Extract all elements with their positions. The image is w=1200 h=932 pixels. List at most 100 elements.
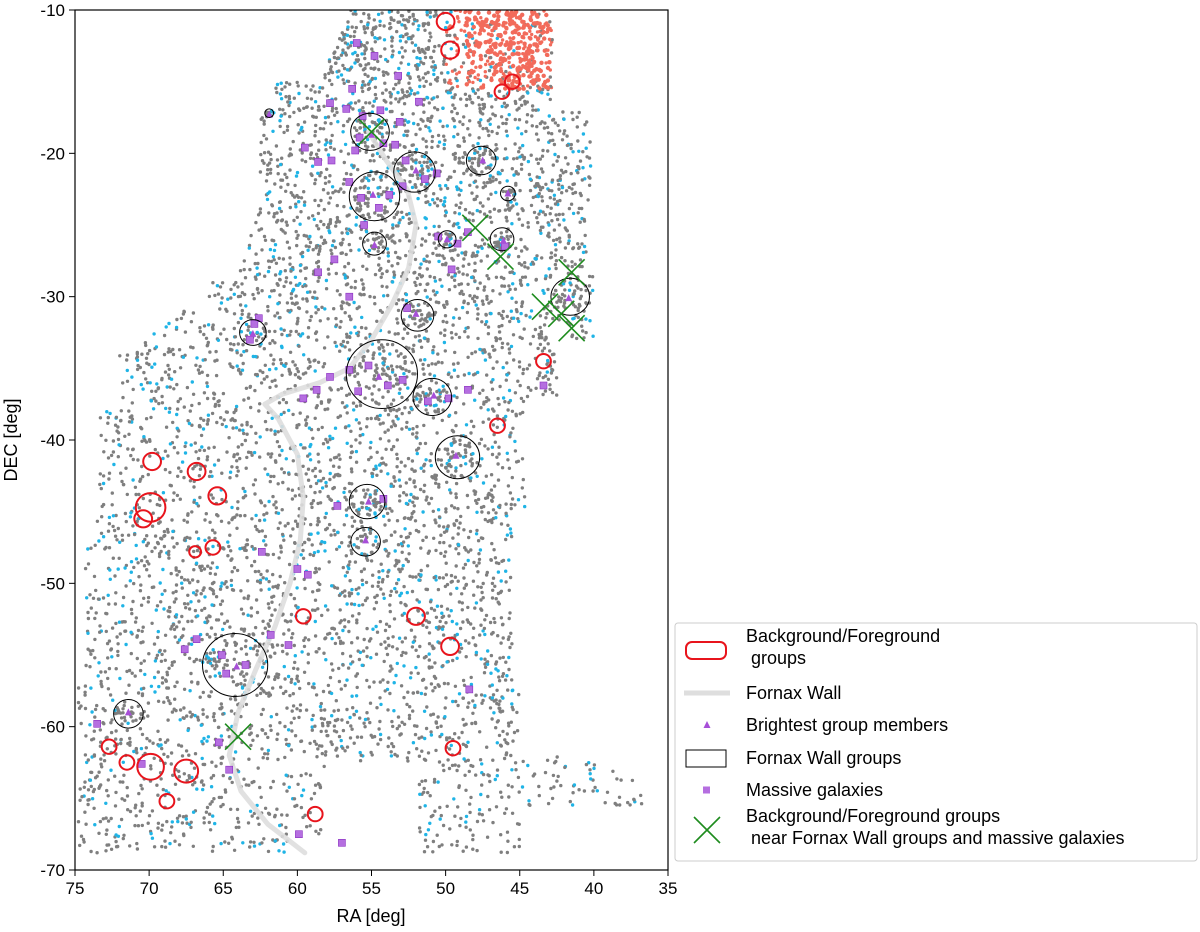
field-galaxy-point	[506, 458, 510, 462]
field-galaxy-point	[367, 513, 372, 517]
field-galaxy-point	[418, 339, 422, 343]
field-galaxy-point	[453, 211, 457, 215]
field-galaxy-point	[305, 105, 309, 109]
field-galaxy-point	[433, 279, 438, 283]
field-galaxy-point	[108, 577, 113, 581]
field-galaxy-point	[318, 247, 322, 251]
field-galaxy-point	[458, 442, 462, 447]
field-galaxy-point	[507, 588, 511, 592]
field-galaxy-point	[379, 587, 383, 591]
field-galaxy-point	[377, 570, 381, 574]
field-galaxy-point	[376, 59, 380, 64]
field-galaxy-point	[495, 768, 500, 772]
field-galaxy-point	[463, 773, 467, 777]
field-galaxy-point	[205, 458, 209, 462]
field-galaxy-point	[478, 730, 482, 734]
field-galaxy-point	[250, 780, 254, 785]
field-galaxy-point	[402, 611, 406, 616]
field-galaxy-point	[205, 805, 210, 810]
field-galaxy-point	[476, 312, 480, 316]
field-galaxy-point	[258, 785, 262, 790]
field-galaxy-point	[548, 139, 552, 143]
field-galaxy-point	[384, 175, 388, 179]
field-galaxy-point	[347, 629, 351, 634]
field-galaxy-point	[555, 393, 559, 397]
field-galaxy-point	[435, 833, 439, 837]
field-galaxy-point	[506, 203, 510, 207]
field-galaxy-point	[552, 292, 556, 296]
field-galaxy-point	[156, 826, 160, 830]
field-galaxy-point	[161, 491, 166, 495]
field-galaxy-point	[299, 553, 303, 557]
field-galaxy-point	[296, 605, 300, 610]
field-galaxy-point	[508, 435, 512, 439]
field-galaxy-point	[308, 360, 312, 364]
field-galaxy-point	[186, 512, 190, 516]
field-galaxy-point	[385, 233, 389, 238]
field-galaxy-point	[253, 261, 257, 266]
field-galaxy-point	[185, 385, 190, 390]
field-galaxy-point	[471, 699, 475, 703]
field-galaxy-point	[285, 124, 290, 129]
field-galaxy-point	[155, 604, 160, 608]
field-galaxy-point	[416, 122, 420, 127]
field-galaxy-point	[346, 46, 350, 50]
field-galaxy-point	[407, 713, 412, 718]
field-galaxy-point	[463, 207, 468, 212]
field-galaxy-point	[411, 14, 415, 18]
field-galaxy-point	[436, 458, 440, 462]
field-galaxy-point	[278, 107, 282, 112]
field-galaxy-point	[98, 728, 103, 732]
field-galaxy-point	[512, 730, 517, 735]
field-galaxy-point	[175, 412, 179, 417]
field-galaxy-point	[204, 512, 208, 516]
field-galaxy-point	[639, 793, 643, 798]
field-galaxy-point	[322, 238, 327, 242]
field-galaxy-point	[152, 642, 157, 646]
field-galaxy-point	[453, 732, 457, 736]
field-galaxy-point	[242, 349, 246, 354]
field-galaxy-point	[489, 558, 493, 562]
field-galaxy-point	[314, 115, 318, 120]
field-galaxy-point	[321, 188, 326, 192]
field-galaxy-point	[490, 105, 494, 109]
field-galaxy-point	[313, 100, 318, 104]
field-galaxy-point	[337, 69, 341, 73]
field-galaxy-point	[337, 465, 341, 469]
field-galaxy-point	[438, 540, 442, 545]
field-galaxy-point	[339, 319, 343, 324]
field-galaxy-point	[127, 409, 131, 413]
field-galaxy-point	[350, 470, 354, 474]
field-galaxy-point	[396, 332, 400, 336]
field-galaxy-point	[464, 825, 468, 829]
field-galaxy-point	[166, 609, 170, 613]
field-galaxy-point	[282, 632, 286, 636]
field-galaxy-point	[520, 785, 525, 789]
field-galaxy-point	[288, 350, 293, 354]
field-galaxy-point	[507, 724, 511, 728]
field-galaxy-point	[228, 625, 232, 629]
field-galaxy-point	[328, 196, 333, 200]
field-galaxy-point	[324, 138, 328, 142]
field-galaxy-point	[328, 174, 332, 178]
field-galaxy-point	[442, 525, 446, 529]
field-galaxy-point	[538, 342, 543, 347]
field-galaxy-point	[349, 548, 353, 553]
field-galaxy-point	[364, 326, 368, 330]
field-galaxy-point	[454, 411, 458, 415]
field-galaxy-point	[114, 729, 118, 733]
field-galaxy-point	[587, 175, 591, 179]
field-galaxy-point	[632, 798, 636, 802]
field-galaxy-point	[127, 432, 131, 436]
field-galaxy-point	[440, 627, 445, 631]
field-galaxy-point	[506, 484, 511, 488]
field-galaxy-point	[390, 264, 394, 268]
field-galaxy-point	[320, 305, 324, 309]
field-galaxy-point	[275, 807, 279, 811]
field-galaxy-point	[588, 768, 592, 772]
field-galaxy-point	[309, 532, 313, 536]
field-galaxy-point	[354, 587, 358, 592]
field-galaxy-point	[245, 555, 249, 560]
field-galaxy-point	[118, 632, 123, 636]
field-galaxy-point	[515, 729, 520, 733]
